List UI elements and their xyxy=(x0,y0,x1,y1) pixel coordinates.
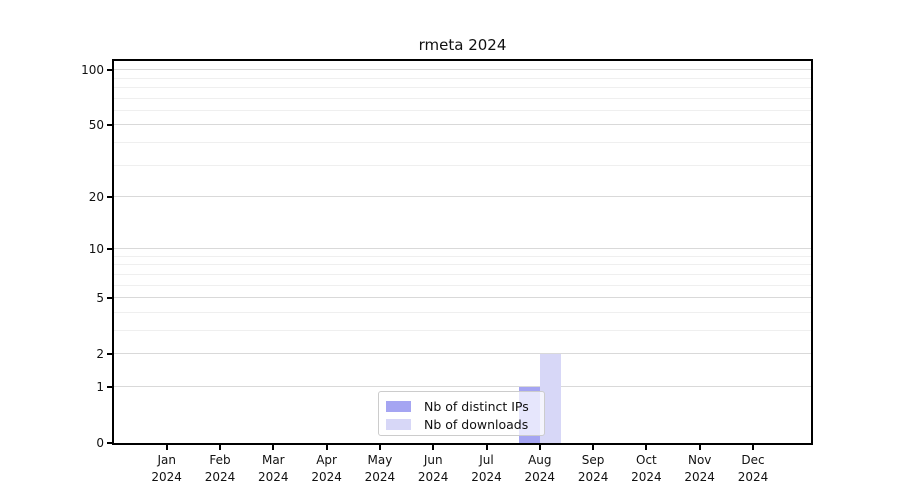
x-tick-year: 2024 xyxy=(577,470,609,484)
y-tick-mark xyxy=(107,385,112,388)
y-tick-mark xyxy=(107,248,112,251)
major-gridline xyxy=(114,353,811,355)
x-tick-mark xyxy=(538,445,541,450)
x-tick-month: Feb xyxy=(209,453,231,467)
x-tick-mark xyxy=(432,445,435,450)
minor-gridline xyxy=(114,77,811,79)
y-tick-mark xyxy=(107,297,112,300)
x-tick-mark xyxy=(378,445,381,450)
y-tick-label: 10 xyxy=(88,242,104,257)
y-tick-label: 100 xyxy=(81,63,104,78)
x-tick-mark xyxy=(752,445,754,450)
x-tick-month: Aug xyxy=(528,453,552,467)
x-tick-mark xyxy=(698,445,701,450)
legend-item-label: Nb of distinct IPs xyxy=(424,398,529,414)
x-tick-month: May xyxy=(367,453,393,467)
legend-swatch xyxy=(386,400,411,412)
legend-item-label: Nb of downloads xyxy=(424,416,529,432)
x-tick-label: Aug 2024 xyxy=(510,452,570,486)
minor-gridline xyxy=(114,109,811,111)
minor-gridline xyxy=(114,141,811,143)
x-tick-label: Mar 2024 xyxy=(243,452,303,486)
chart-title: rmeta 2024 xyxy=(418,36,507,54)
x-tick-year: 2024 xyxy=(524,470,556,484)
x-tick-year: 2024 xyxy=(258,470,289,484)
minor-gridline xyxy=(114,311,811,313)
x-tick-month: Jul xyxy=(479,453,494,467)
x-tick-mark xyxy=(485,445,488,450)
x-tick-year: 2024 xyxy=(204,470,236,484)
legend-item: Nb of downloads xyxy=(386,415,537,433)
x-tick-mark xyxy=(272,445,275,450)
x-tick-year: 2024 xyxy=(417,470,449,484)
x-tick-year: 2024 xyxy=(631,470,662,484)
x-tick-label: Apr 2024 xyxy=(297,452,357,486)
major-gridline xyxy=(114,124,811,126)
x-tick-year: 2024 xyxy=(151,470,182,484)
x-tick-mark xyxy=(325,445,328,450)
y-tick-label: 2 xyxy=(96,347,104,362)
y-tick-mark xyxy=(107,442,112,444)
minor-gridline xyxy=(114,255,811,257)
minor-gridline xyxy=(114,164,811,166)
x-tick-month: Nov xyxy=(687,453,712,467)
minor-gridline xyxy=(114,264,811,266)
x-tick-year: 2024 xyxy=(471,470,502,484)
x-tick-month: Mar xyxy=(261,453,285,467)
x-tick-year: 2024 xyxy=(737,470,769,484)
x-tick-mark xyxy=(592,445,595,450)
minor-gridline xyxy=(114,97,811,99)
y-tick-mark xyxy=(107,69,112,72)
major-gridline xyxy=(114,196,811,197)
minor-gridline xyxy=(114,284,811,286)
y-tick-label: 5 xyxy=(96,291,104,306)
y-tick-label: 50 xyxy=(88,118,104,133)
x-tick-month: Jan xyxy=(157,453,176,467)
x-tick-year: 2024 xyxy=(684,470,715,484)
major-gridline xyxy=(114,248,811,250)
x-tick-label: Sep 2024 xyxy=(563,452,623,486)
x-tick-month: Oct xyxy=(636,453,657,467)
x-tick-label: Nov 2024 xyxy=(670,452,730,486)
x-tick-mark xyxy=(219,445,221,450)
x-tick-month: Sep xyxy=(581,453,605,467)
y-tick-label: 0 xyxy=(96,436,104,450)
x-tick-mark xyxy=(165,445,168,450)
x-tick-year: 2024 xyxy=(364,470,396,484)
x-tick-label: Oct 2024 xyxy=(616,452,676,486)
legend: Nb of distinct IPs Nb of downloads xyxy=(378,391,545,436)
minor-gridline xyxy=(114,273,811,275)
x-tick-label: Dec 2024 xyxy=(723,452,783,486)
y-tick-mark xyxy=(107,195,112,198)
legend-item: Nb of distinct IPs xyxy=(386,397,537,415)
legend-swatch xyxy=(386,418,411,430)
x-tick-label: Feb 2024 xyxy=(190,452,250,486)
y-tick-label: 1 xyxy=(96,379,104,394)
x-tick-label: Jul 2024 xyxy=(457,452,517,486)
x-tick-label: Jan 2024 xyxy=(137,452,197,486)
bar-nb-of-downloads xyxy=(539,354,561,443)
x-tick-year: 2024 xyxy=(311,470,342,484)
minor-gridline xyxy=(114,329,811,331)
y-tick-mark xyxy=(107,353,112,356)
x-tick-mark xyxy=(645,445,648,450)
x-tick-label: May 2024 xyxy=(350,452,410,486)
x-tick-month: Dec xyxy=(741,453,765,467)
y-tick-label: 20 xyxy=(88,189,104,204)
major-gridline xyxy=(114,69,811,71)
y-tick-mark xyxy=(107,124,112,127)
major-gridline xyxy=(114,386,811,387)
x-tick-month: Apr xyxy=(316,453,337,467)
x-tick-month: Jun xyxy=(423,453,443,467)
major-gridline xyxy=(114,297,811,299)
minor-gridline xyxy=(114,86,811,88)
x-tick-label: Jun 2024 xyxy=(403,452,463,486)
plot-area xyxy=(112,59,813,445)
